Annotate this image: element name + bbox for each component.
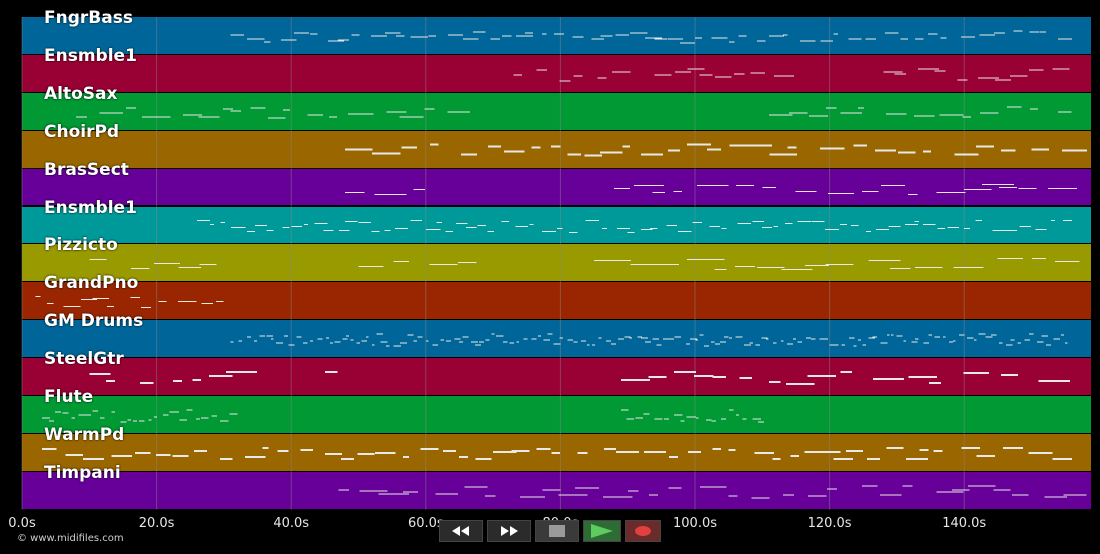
time-tick-label: 140.0s	[942, 516, 987, 531]
transport-controls	[439, 520, 661, 542]
track-label: AltoSax	[44, 83, 118, 104]
track-label: SteelGtr	[44, 349, 124, 370]
time-tick-label: 0.0s	[8, 516, 36, 531]
record-button[interactable]	[625, 520, 661, 542]
track-label: FngrBass	[44, 8, 133, 28]
track-lane[interactable]	[22, 320, 1091, 358]
fast-forward-button[interactable]	[487, 520, 531, 542]
track-label: GM Drums	[44, 311, 144, 332]
track-lane[interactable]	[22, 282, 1091, 320]
rewind-icon	[452, 526, 469, 536]
rewind-button[interactable]	[439, 520, 483, 542]
track-label: GrandPno	[44, 273, 139, 294]
time-tick-label: 100.0s	[673, 516, 717, 531]
track-lane[interactable]	[22, 358, 1091, 395]
copyright-text: © www.midifiles.com	[17, 533, 124, 544]
time-tick-label: 60.0s	[407, 516, 444, 531]
track-lane[interactable]	[22, 244, 1091, 282]
time-tick-label: 20.0s	[138, 516, 175, 531]
track-lane[interactable]	[22, 433, 1091, 471]
track-label: BrasSect	[44, 159, 129, 180]
track-lane[interactable]	[22, 92, 1091, 130]
track-label: Timpani	[44, 462, 121, 483]
track-label: Pizzicto	[44, 235, 118, 256]
stop-button[interactable]	[535, 520, 579, 542]
track-label: Flute	[44, 387, 94, 407]
track-label: ChoirPd	[44, 121, 120, 142]
track-label: WarmPd	[44, 424, 125, 445]
track-lane[interactable]	[22, 471, 1091, 509]
record-icon	[635, 526, 651, 536]
track-lane[interactable]	[22, 130, 1091, 168]
play-button[interactable]	[583, 520, 621, 542]
track-label: Ensmble1	[44, 45, 137, 66]
time-tick-label: 40.0s	[273, 516, 310, 531]
track-lane[interactable]	[22, 206, 1091, 244]
stop-icon	[549, 525, 565, 537]
fast-forward-icon	[501, 526, 518, 536]
play-icon	[591, 524, 613, 538]
track-label: Ensmble1	[44, 197, 137, 218]
time-tick-label: 120.0s	[807, 516, 852, 531]
track-lane[interactable]	[22, 168, 1091, 206]
track-lane[interactable]	[22, 54, 1091, 92]
track-lane[interactable]	[22, 17, 1091, 54]
track-lane[interactable]	[22, 396, 1091, 433]
